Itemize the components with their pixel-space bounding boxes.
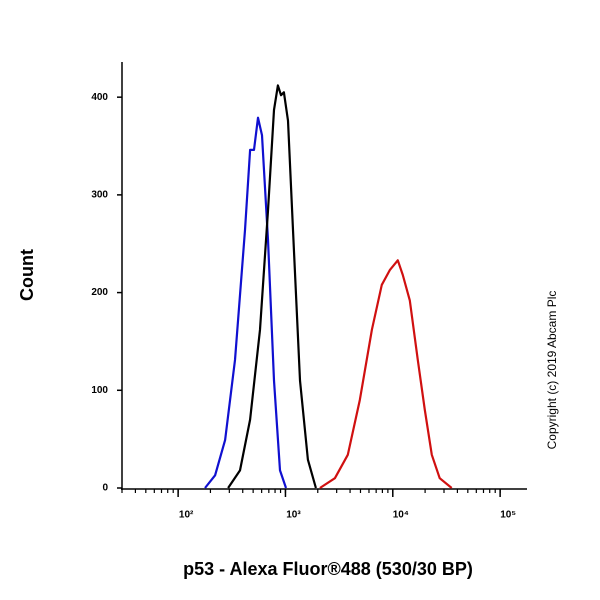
histogram-line [204,116,288,489]
x-tick-label: 10³ [286,510,301,521]
y-tick-label: 300 [91,190,108,201]
histogram-line [319,259,453,489]
histogram-line [227,84,317,489]
y-axis-title: Count [17,249,37,301]
copyright: Copyright (c) 2019 Abcam Plc [545,291,559,450]
y-tick-label: 400 [91,92,108,103]
x-tick-label: 10⁴ [393,510,409,521]
y-tick-label: 0 [102,483,108,494]
y-tick-label: 200 [91,287,108,298]
x-tick-label: 10⁵ [500,510,516,521]
x-axis-title: p53 - Alexa Fluor®488 (530/30 BP) [183,559,473,579]
y-tick-label: 100 [91,385,108,396]
x-tick-label: 10² [179,510,194,521]
